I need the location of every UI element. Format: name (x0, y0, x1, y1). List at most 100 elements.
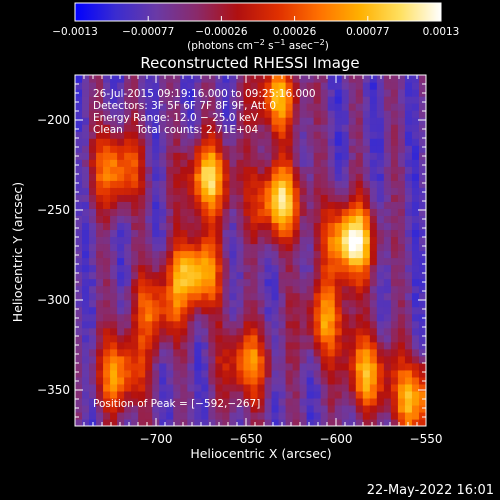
heatmap-cell (208, 222, 216, 231)
heatmap-cell (222, 82, 231, 90)
heatmap-cell (117, 334, 125, 343)
heatmap-cell (145, 173, 153, 181)
heatmap-cell (383, 194, 392, 202)
heatmap-cell (222, 250, 231, 259)
heatmap-cell (390, 180, 399, 188)
heatmap-cell (264, 404, 273, 413)
heatmap-cell (89, 313, 97, 322)
heatmap-cell (145, 89, 153, 97)
heatmap-cell (110, 397, 118, 406)
heatmap-cell (264, 243, 273, 252)
heatmap-cell (313, 215, 322, 224)
heatmap-cell (82, 201, 90, 209)
heatmap-cell (124, 110, 132, 118)
heatmap-cell (236, 348, 245, 357)
heatmap-cell (292, 257, 301, 266)
heatmap-cell (124, 334, 132, 343)
heatmap-cell (306, 138, 315, 146)
heatmap-cell (89, 264, 97, 273)
heatmap-cell (103, 271, 111, 280)
heatmap-cell (299, 103, 308, 111)
heatmap-cell (173, 82, 181, 90)
heatmap-cell (75, 390, 83, 399)
heatmap-cell (222, 383, 231, 392)
heatmap-cell (257, 194, 266, 202)
heatmap-cell (341, 369, 350, 378)
heatmap-cell (292, 278, 301, 287)
heatmap-cell (278, 341, 287, 350)
heatmap-cell (173, 187, 181, 195)
heatmap-cell (145, 124, 153, 132)
heatmap-cell (257, 369, 266, 378)
heatmap-cell (320, 250, 329, 259)
heatmap-cell (208, 418, 216, 426)
heatmap-cell (138, 89, 146, 97)
heatmap-cell (180, 180, 188, 188)
heatmap-cell (236, 257, 245, 266)
heatmap-cell (376, 166, 385, 174)
heatmap-cell (397, 397, 406, 406)
heatmap-cell (362, 229, 371, 238)
heatmap-cell (187, 82, 195, 90)
heatmap-cell (257, 411, 266, 420)
heatmap-cell (285, 138, 294, 146)
heatmap-cell (299, 215, 308, 224)
heatmap-cell (383, 313, 392, 322)
heatmap-cell (285, 222, 294, 231)
heatmap-cell (299, 285, 308, 294)
heatmap-cell (334, 257, 343, 266)
heatmap-cell (369, 166, 378, 174)
heatmap-cell (376, 201, 385, 209)
heatmap-cell (418, 397, 426, 406)
heatmap-cell (229, 138, 238, 146)
heatmap-cell (159, 383, 167, 392)
heatmap-cell (96, 173, 104, 181)
heatmap-cell (390, 201, 399, 209)
heatmap-cell (355, 152, 364, 160)
heatmap-cell (187, 390, 195, 399)
heatmap-cell (404, 271, 413, 280)
heatmap-cell (215, 390, 224, 399)
heatmap-cell (166, 376, 174, 385)
heatmap-cell (334, 271, 343, 280)
heatmap-cell (96, 278, 104, 287)
heatmap-cell (103, 243, 111, 252)
heatmap-cell (369, 292, 378, 301)
heatmap-cell (173, 159, 181, 167)
heatmap-cell (103, 166, 111, 174)
heatmap-cell (376, 278, 385, 287)
heatmap-cell (292, 243, 301, 252)
heatmap-cell (306, 187, 315, 195)
heatmap-cell (222, 299, 231, 308)
heatmap-cell (117, 306, 125, 315)
heatmap-cell (320, 138, 329, 146)
heatmap-cell (124, 369, 132, 378)
heatmap-cell (187, 306, 195, 315)
heatmap-cell (327, 369, 336, 378)
heatmap-cell (152, 271, 160, 280)
heatmap-cell (327, 278, 336, 287)
heatmap-cell (369, 285, 378, 294)
heatmap-cell (334, 215, 343, 224)
heatmap-cell (208, 180, 216, 188)
heatmap-cell (285, 348, 294, 357)
heatmap-cell (341, 194, 350, 202)
heatmap-cell (313, 278, 322, 287)
heatmap-cell (299, 348, 308, 357)
heatmap-cell (306, 194, 315, 202)
heatmap-cell (208, 201, 216, 209)
heatmap-cell (306, 215, 315, 224)
heatmap-cell (278, 243, 287, 252)
heatmap-cell (369, 236, 378, 245)
heatmap-cell (250, 320, 259, 329)
heatmap-cell (243, 299, 252, 308)
heatmap-cell (208, 89, 216, 97)
heatmap-cell (376, 334, 385, 343)
heatmap-cell (313, 243, 322, 252)
heatmap-cell (138, 327, 146, 336)
heatmap-cell (313, 236, 322, 245)
heatmap-cell (362, 306, 371, 315)
heatmap-cell (355, 264, 364, 273)
heatmap-cell (397, 278, 406, 287)
heatmap-cell (208, 348, 216, 357)
